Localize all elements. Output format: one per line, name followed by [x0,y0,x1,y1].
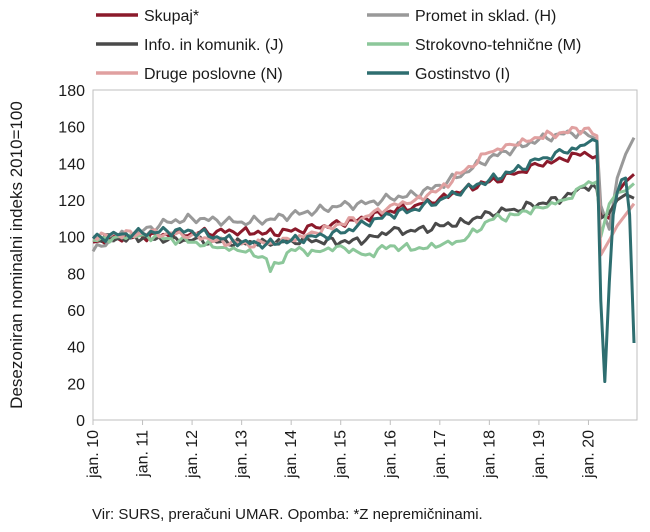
plot-area [91,89,638,421]
source-note: Vir: SURS, preračuni UMAR. Opomba: *Z ne… [92,506,483,523]
x-tick-label: jan. 20 [580,430,597,479]
y-tick-label: 160 [58,120,85,137]
legend-label: Druge poslovne (N) [144,66,283,83]
legend-label: Skupaj* [144,8,199,25]
y-tick-label: 120 [58,193,85,210]
y-tick-label: 0 [76,413,85,430]
y-tick-label: 180 [58,83,85,100]
x-tick-label: jan. 19 [531,430,548,479]
series-line-2 [92,182,635,248]
x-tick-label: jan. 14 [283,430,300,479]
x-tick-label: jan. 18 [481,430,498,479]
legend-label: Promet in sklad. (H) [415,8,556,25]
y-tick-label: 100 [58,230,85,247]
y-tick-label: 60 [67,303,85,320]
x-tick-label: jan. 17 [432,430,449,479]
y-tick-label: 20 [67,376,85,393]
y-axis-title: Desezoniran nominalni indeks 2010=100 [7,101,26,409]
series-line-5 [91,138,636,383]
x-tick-label: jan. 11 [135,430,152,478]
x-tick-label: jan. 13 [234,430,251,479]
y-tick-label: 140 [58,156,85,173]
x-tick-label: jan. 15 [333,430,350,479]
x-tick-label: jan. 16 [382,430,399,479]
x-tick-label: jan. 12 [184,430,201,479]
legend: Skupaj* Promet in sklad. (H) Info. in komu… [96,8,581,83]
series-line-4 [92,125,636,257]
legend-label: Info. in komunik. (J) [144,37,284,54]
x-tick-label: jan. 10 [85,430,102,479]
legend-label: Strokovno-tehnične (M) [415,37,581,54]
y-axis: 0 20 40 60 80 100 120 140 160 180 [58,83,85,430]
plot-frame [92,89,638,421]
legend-label: Gostinstvo (I) [415,66,510,83]
y-tick-label: 80 [67,266,85,283]
series-line-3 [92,180,635,273]
y-tick-label: 40 [67,340,85,357]
x-axis: jan. 10 jan. 11 jan. 12 jan. 13 jan. 14 jan. … [85,420,597,479]
